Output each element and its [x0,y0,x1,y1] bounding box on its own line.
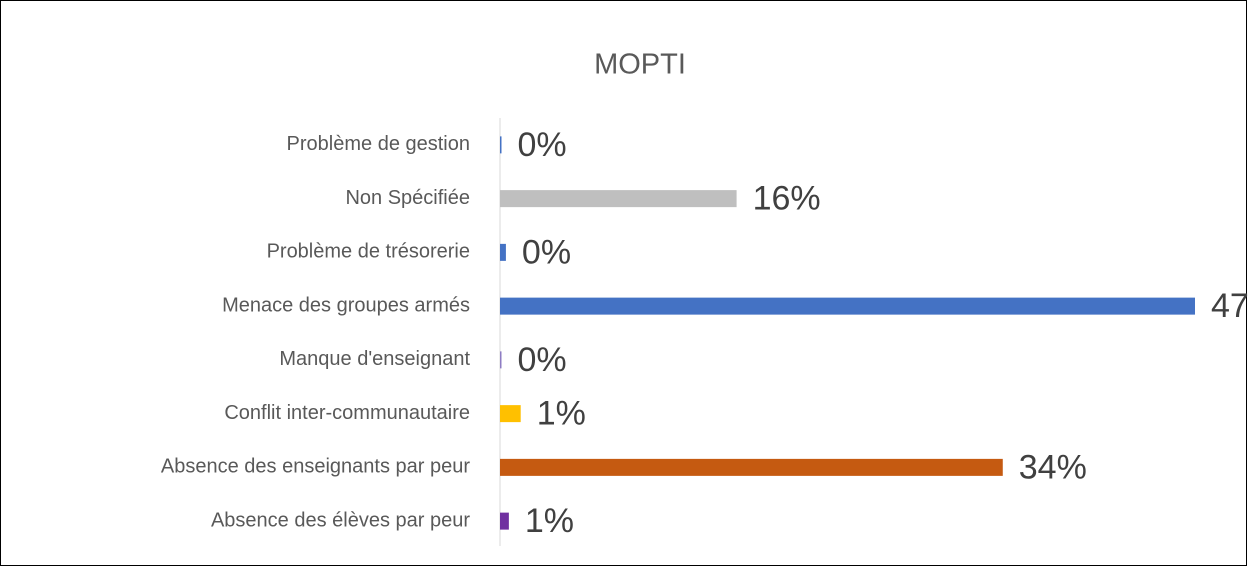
bar [500,351,502,369]
y-tick-label: Problème de gestion [287,133,470,155]
bar [500,190,737,208]
data-label: 34% [1019,448,1087,486]
y-tick-label: Conflit inter-communautaire [224,402,470,424]
y-tick-label: Menace des groupes armés [222,294,470,316]
y-tick-label: Manque d'enseignant [279,348,470,370]
bar [500,512,509,530]
data-label: 1% [537,395,586,433]
bar [500,458,1003,476]
bar [500,243,506,261]
y-tick-label: Non Spécifiée [345,187,470,209]
chart-title: MOPTI [594,49,686,81]
y-tick-label: Absence des enseignants par peur [161,456,470,478]
bar [500,297,1195,315]
bar [500,136,502,154]
data-label: 0% [522,233,571,271]
y-tick-label: Absence des élèves par peur [211,509,470,531]
data-label: 47% [1211,287,1248,325]
data-label: 0% [517,341,566,379]
data-label: 0% [517,126,566,164]
data-label: 16% [753,180,821,218]
data-label: 1% [525,502,574,540]
bar [500,405,521,423]
y-tick-label: Problème de trésorerie [267,241,470,263]
